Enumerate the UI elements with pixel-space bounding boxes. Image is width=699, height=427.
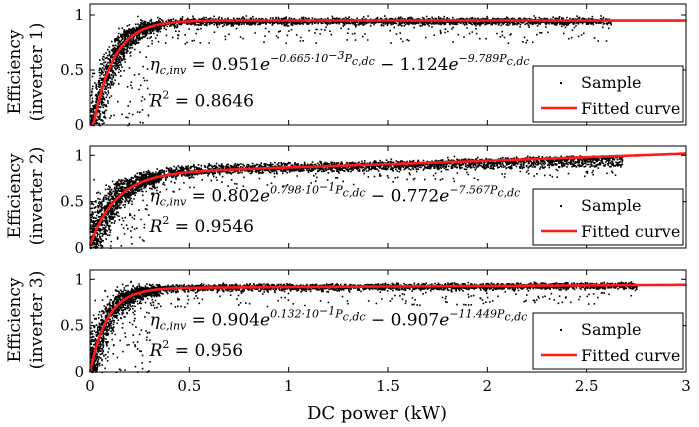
legend: Sample Fitted curve xyxy=(532,65,684,123)
r-squared: R2 = 0.9546 xyxy=(149,214,254,237)
legend-fit-label: Fitted curve xyxy=(581,346,680,365)
x-tick-label: 1.5 xyxy=(376,377,400,395)
legend-sample-marker xyxy=(560,205,562,207)
y-tick-label: 0 xyxy=(74,116,84,134)
legend-box xyxy=(532,188,684,246)
x-tick-label: 0 xyxy=(85,377,95,395)
r-squared: R2 = 0.956 xyxy=(149,338,244,361)
ylabel-panel-2: Efficiency (inverter 2) xyxy=(5,147,47,246)
legend-fit-label: Fitted curve xyxy=(581,99,680,118)
sample-points xyxy=(90,155,624,250)
panel-inverter-1: 00.51 ηc,inv = 0.951e−0.665·10−3Pc,dc − … xyxy=(60,3,687,134)
x-tick-label: 3 xyxy=(681,377,691,395)
ylabel-line1: Efficiency xyxy=(5,153,25,238)
fit-equation: ηc,inv = 0.951e−0.665·10−3Pc,dc − 1.124e… xyxy=(150,49,530,77)
y-tick-label: 0 xyxy=(74,239,84,257)
y-tick-label: 0.5 xyxy=(60,193,84,211)
sample-points xyxy=(90,15,613,127)
panel-inverter-3: 00.51 0 0.5 1 1.5 2 2.5 3 ηc,inv = 0.904e0.132… xyxy=(60,269,691,395)
ylabel-line1: Efficiency xyxy=(5,277,25,362)
fitted-curve xyxy=(88,283,686,373)
legend-sample-label: Sample xyxy=(581,320,642,339)
y-tick-label: 1 xyxy=(74,6,84,24)
r-squared: R2 = 0.8646 xyxy=(149,88,254,111)
legend-sample-marker xyxy=(560,329,562,331)
x-tick-label: 2 xyxy=(483,377,493,395)
y-tick-label: 0.5 xyxy=(60,317,84,335)
sample-dots xyxy=(90,15,613,127)
x-ticks: 0 0.5 1 1.5 2 2.5 3 xyxy=(85,270,691,395)
panel-inverter-2: 00.51 ηc,inv = 0.802e0.798·10−1Pc,dc − 0… xyxy=(60,145,687,257)
ylabel-line1: Efficiency xyxy=(5,29,25,114)
legend: Sample Fitted curve xyxy=(532,312,684,370)
legend-fit-label: Fitted curve xyxy=(581,222,680,241)
x-tick-label: 2.5 xyxy=(575,377,599,395)
y-ticks: 00.51 xyxy=(60,6,686,134)
x-axis-label: DC power (kW) xyxy=(307,403,447,424)
ylabel-line2: (inverter 3) xyxy=(27,271,47,370)
legend-box xyxy=(532,312,684,370)
x-tick-label: 0.5 xyxy=(177,377,201,395)
sample-dots xyxy=(90,280,638,374)
ylabel-line2: (inverter 2) xyxy=(27,147,47,246)
fitted-curve xyxy=(88,152,687,246)
x-tick-label: 1 xyxy=(284,377,294,395)
fit-equation: ηc,inv = 0.904e0.132·10−1Pc,dc − 0.907e−… xyxy=(150,305,528,333)
sample-dots xyxy=(90,155,624,250)
y-tick-label: 0.5 xyxy=(60,61,84,79)
y-tick-label: 1 xyxy=(74,146,84,164)
y-ticks: 00.51 xyxy=(60,146,686,257)
ylabel-panel-3: Efficiency (inverter 3) xyxy=(5,271,47,370)
legend-sample-marker xyxy=(560,82,562,84)
fit-equation: ηc,inv = 0.802e0.798·10−1Pc,dc − 0.772e−… xyxy=(150,181,521,209)
legend-sample-label: Sample xyxy=(581,196,642,215)
sample-points xyxy=(90,280,638,374)
ylabel-line2: (inverter 1) xyxy=(27,23,47,122)
ylabel-panel-1: Efficiency (inverter 1) xyxy=(5,23,47,122)
y-ticks: 00.51 xyxy=(60,270,686,381)
legend-sample-label: Sample xyxy=(581,73,642,92)
y-tick-label: 1 xyxy=(74,270,84,288)
legend: Sample Fitted curve xyxy=(532,188,684,246)
legend-box xyxy=(532,65,684,123)
fitted-curve xyxy=(90,19,686,127)
y-tick-label: 0 xyxy=(74,363,84,381)
